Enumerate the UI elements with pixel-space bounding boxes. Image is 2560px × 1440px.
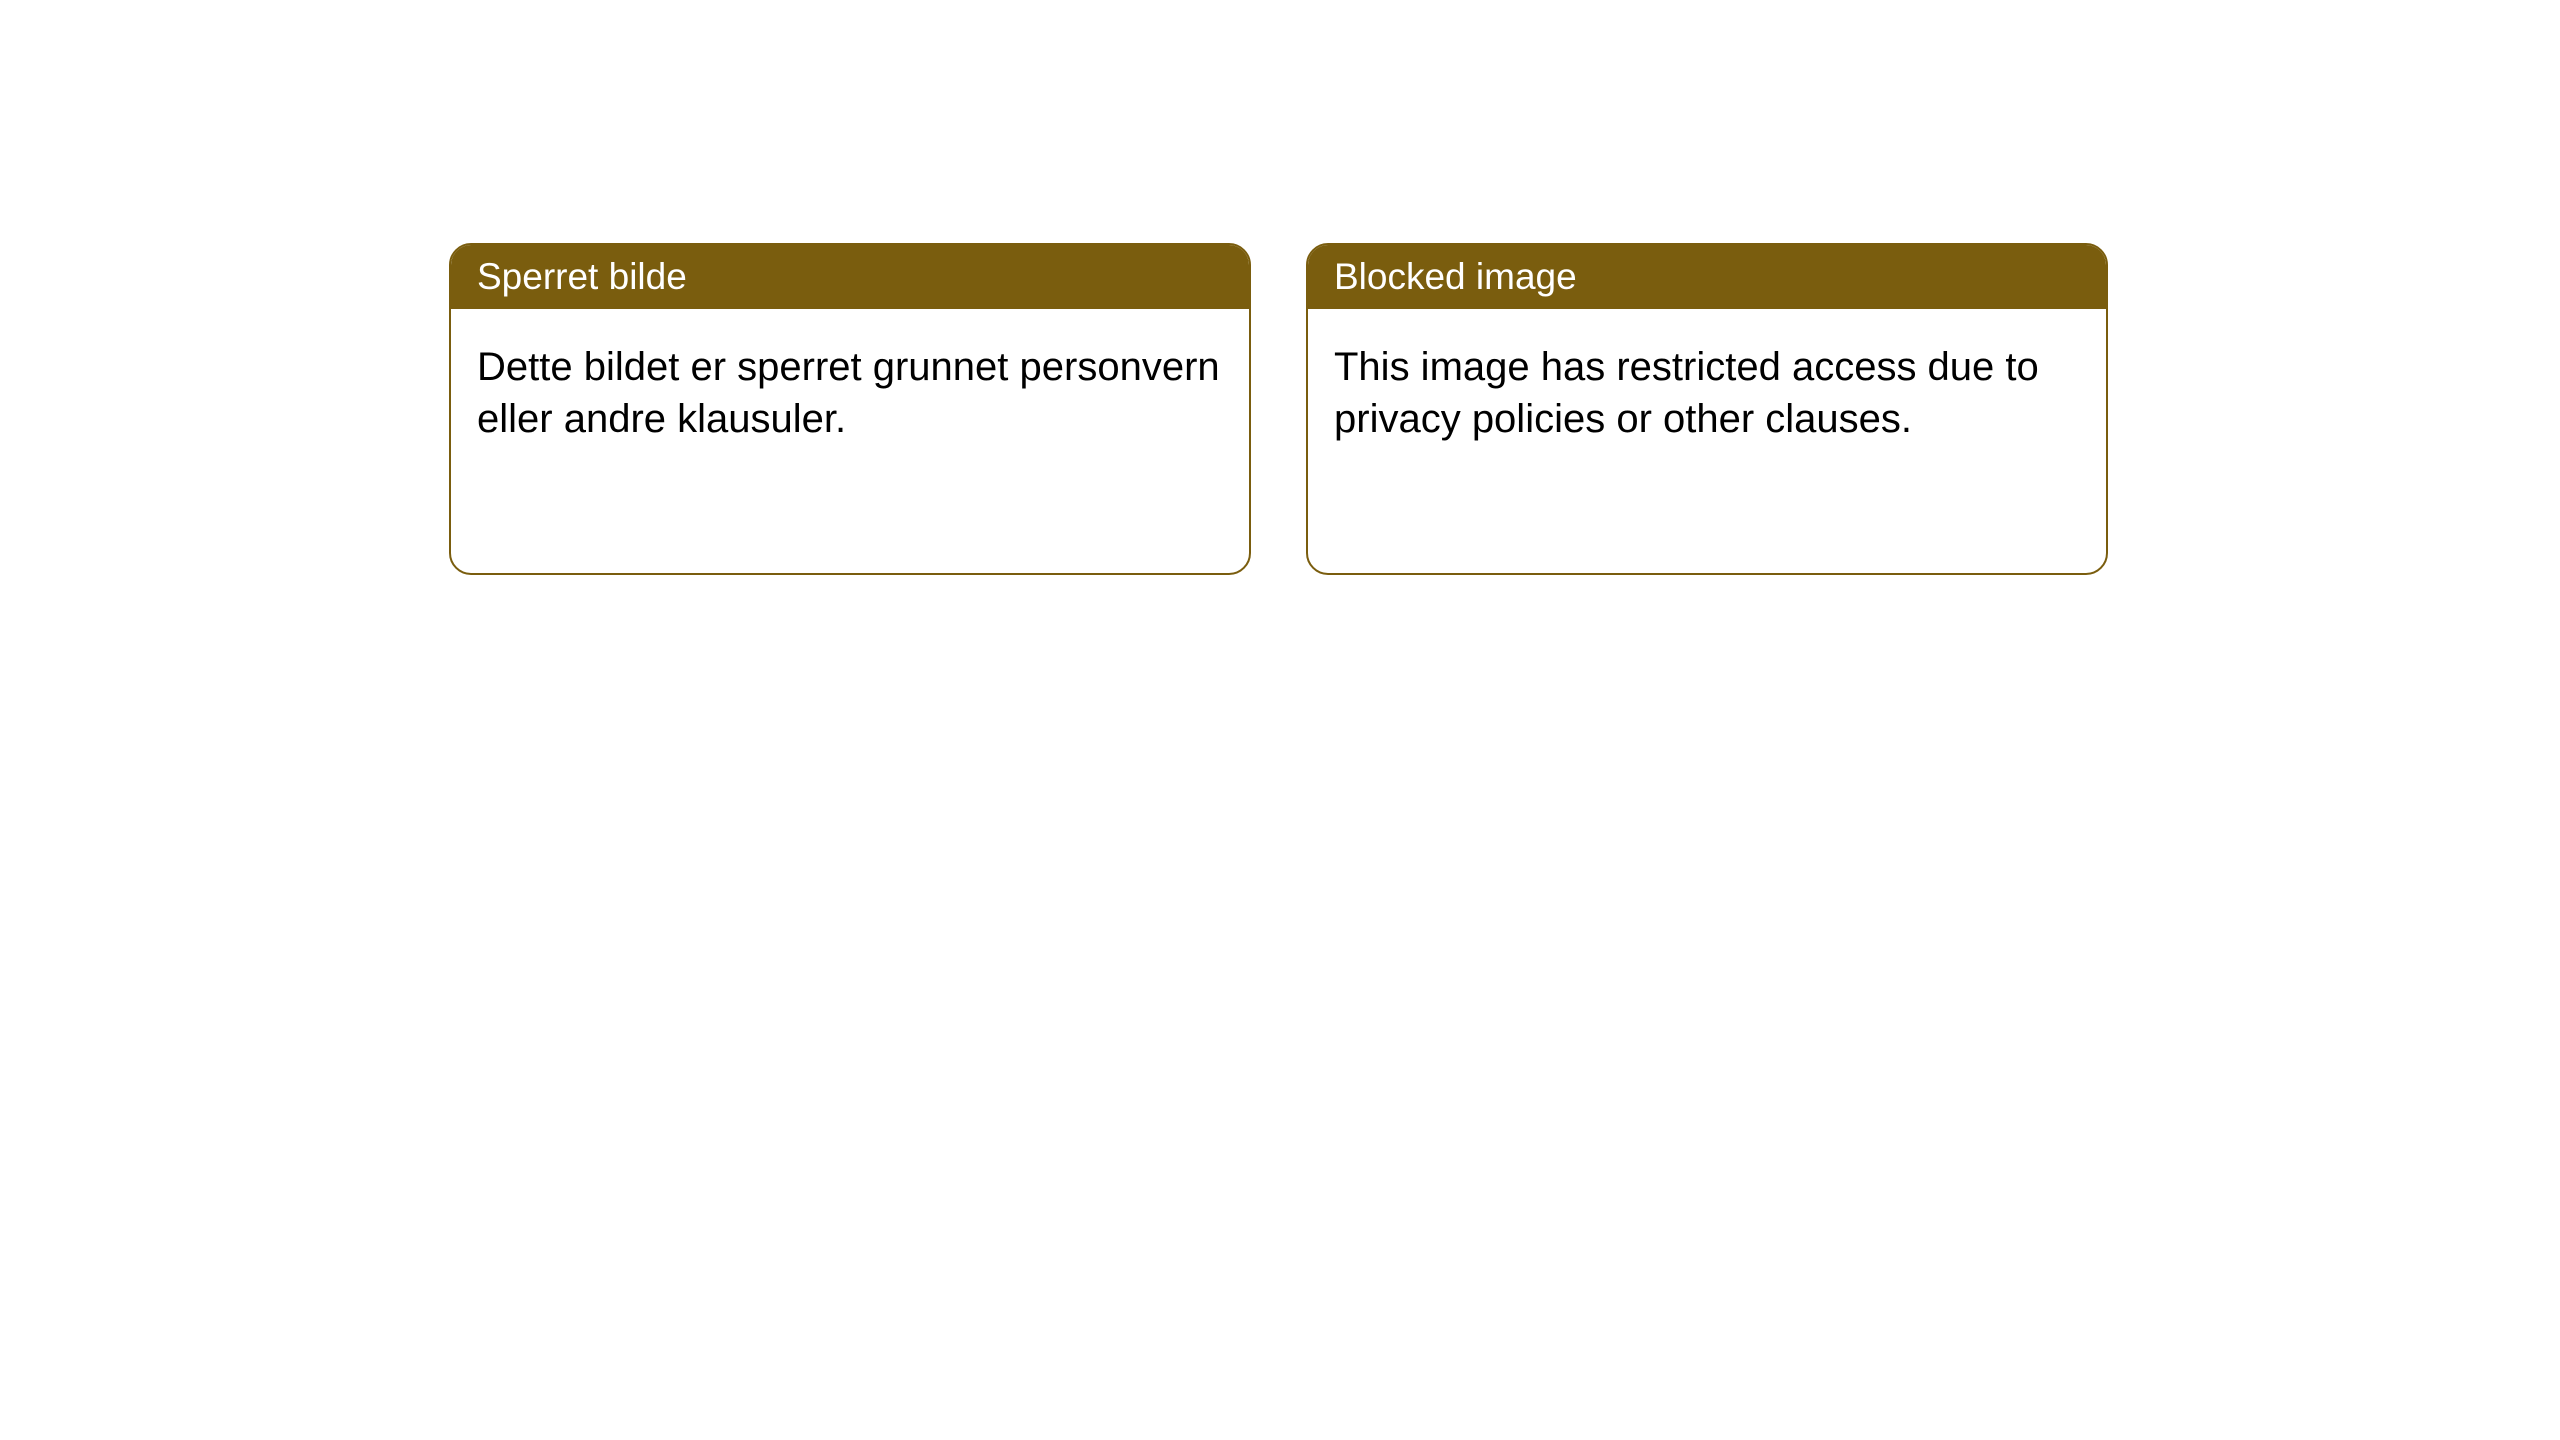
notice-card-body: Dette bildet er sperret grunnet personve…	[451, 309, 1249, 477]
notice-cards-container: Sperret bilde Dette bildet er sperret gr…	[449, 243, 2108, 575]
notice-card-header: Blocked image	[1308, 245, 2106, 309]
notice-card-norwegian: Sperret bilde Dette bildet er sperret gr…	[449, 243, 1251, 575]
notice-card-english: Blocked image This image has restricted …	[1306, 243, 2108, 575]
notice-card-header: Sperret bilde	[451, 245, 1249, 309]
notice-card-body: This image has restricted access due to …	[1308, 309, 2106, 477]
